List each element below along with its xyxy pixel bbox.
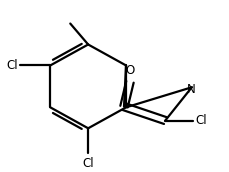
Text: O: O xyxy=(125,64,134,77)
Text: N: N xyxy=(186,83,194,96)
Text: Cl: Cl xyxy=(7,59,18,72)
Text: Cl: Cl xyxy=(82,157,94,170)
Text: Cl: Cl xyxy=(194,114,206,127)
